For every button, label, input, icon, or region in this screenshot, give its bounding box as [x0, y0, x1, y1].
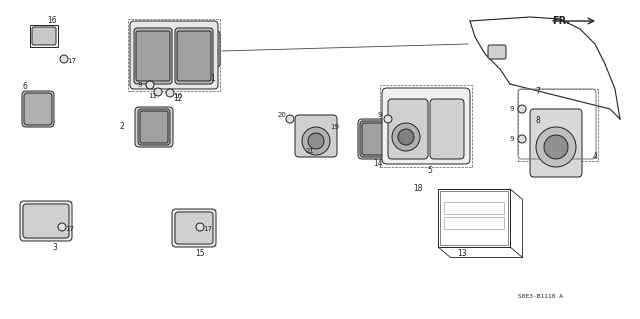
FancyBboxPatch shape [175, 212, 213, 244]
FancyBboxPatch shape [382, 88, 470, 164]
FancyBboxPatch shape [175, 28, 213, 84]
Bar [380, 85, 472, 167]
Circle shape [518, 135, 526, 143]
FancyBboxPatch shape [488, 45, 506, 59]
FancyBboxPatch shape [161, 35, 185, 63]
FancyBboxPatch shape [358, 119, 396, 159]
Text: 13: 13 [457, 249, 467, 258]
FancyBboxPatch shape [172, 209, 216, 247]
Text: 4: 4 [593, 152, 597, 161]
FancyBboxPatch shape [295, 115, 337, 157]
Text: 11: 11 [148, 93, 157, 99]
Circle shape [518, 105, 526, 113]
Text: 1: 1 [211, 75, 216, 84]
Bar [444, 202, 504, 214]
FancyBboxPatch shape [32, 27, 56, 45]
FancyBboxPatch shape [23, 204, 69, 238]
Circle shape [166, 89, 174, 97]
Text: 9: 9 [378, 112, 382, 118]
FancyBboxPatch shape [360, 121, 394, 157]
Text: 9: 9 [509, 136, 515, 142]
Text: 2: 2 [120, 122, 124, 131]
Circle shape [154, 88, 162, 96]
Text: 3: 3 [52, 242, 58, 251]
Text: 18: 18 [413, 184, 423, 194]
FancyBboxPatch shape [138, 109, 170, 145]
FancyBboxPatch shape [158, 31, 188, 67]
Bar [30, 25, 58, 47]
FancyBboxPatch shape [24, 93, 52, 125]
Text: 8: 8 [536, 116, 540, 125]
FancyBboxPatch shape [190, 31, 220, 67]
FancyBboxPatch shape [134, 28, 172, 84]
Text: 15: 15 [195, 249, 205, 258]
FancyBboxPatch shape [193, 35, 217, 63]
Circle shape [302, 127, 330, 155]
Text: 6: 6 [22, 83, 28, 92]
Circle shape [544, 135, 568, 159]
FancyBboxPatch shape [430, 99, 464, 159]
Text: 19: 19 [330, 124, 339, 130]
FancyBboxPatch shape [136, 31, 170, 81]
Text: 17: 17 [204, 226, 212, 232]
FancyBboxPatch shape [140, 111, 168, 143]
Circle shape [58, 223, 66, 231]
FancyBboxPatch shape [530, 109, 582, 177]
Text: 7: 7 [536, 86, 540, 95]
Circle shape [384, 115, 392, 123]
Circle shape [146, 81, 154, 89]
Bar [438, 189, 510, 247]
Circle shape [308, 133, 324, 149]
Text: 20: 20 [278, 112, 287, 118]
Bar [128, 19, 220, 91]
Bar [440, 191, 508, 245]
FancyBboxPatch shape [22, 91, 54, 127]
FancyBboxPatch shape [362, 123, 392, 155]
FancyBboxPatch shape [177, 31, 211, 81]
FancyBboxPatch shape [130, 21, 218, 89]
Text: 17: 17 [67, 58, 77, 64]
Circle shape [286, 115, 294, 123]
Circle shape [60, 55, 68, 63]
Text: 16: 16 [47, 17, 57, 26]
Text: 5: 5 [428, 167, 433, 175]
Text: 9: 9 [509, 106, 515, 112]
Text: 9: 9 [138, 82, 142, 88]
Circle shape [398, 129, 414, 145]
Text: 12: 12 [173, 94, 183, 103]
Text: 21: 21 [305, 148, 314, 154]
Bar [518, 89, 598, 161]
Bar [444, 217, 504, 229]
FancyBboxPatch shape [135, 107, 173, 147]
Circle shape [196, 223, 204, 231]
Text: FR.: FR. [552, 16, 570, 26]
Circle shape [392, 123, 420, 151]
Text: S0E3-B1110 A: S0E3-B1110 A [518, 294, 563, 300]
Text: 17: 17 [65, 226, 74, 232]
FancyBboxPatch shape [20, 201, 72, 241]
Text: 14: 14 [373, 160, 383, 168]
FancyBboxPatch shape [388, 99, 428, 159]
Text: 10: 10 [173, 93, 182, 99]
Circle shape [536, 127, 576, 167]
